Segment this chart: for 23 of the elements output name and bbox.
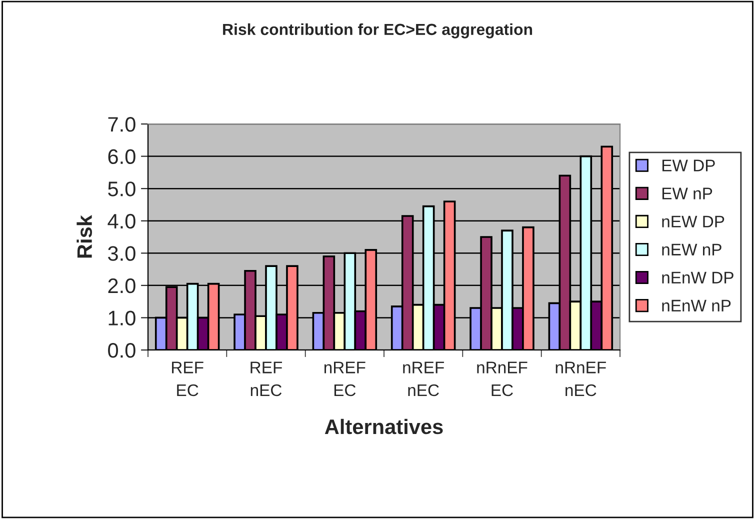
x-tick-label: nRnEF EC: [477, 362, 528, 396]
legend-label: nEnW nP: [662, 300, 731, 312]
legend-label: nEnW DP: [662, 272, 734, 284]
y-tick-label: 2.0: [108, 278, 136, 294]
y-tick-label: 5.0: [108, 182, 136, 196]
x-tick-label: REF nEC: [250, 362, 282, 396]
y-tick-label: 1.0: [108, 310, 136, 326]
x-axis-title: Alternatives: [324, 418, 443, 434]
y-tick-label: 0.0: [108, 343, 136, 358]
y-axis-title: Risk: [76, 214, 92, 258]
x-tick-label: nREF nEC: [403, 362, 444, 396]
legend-label: EW nP: [662, 188, 712, 200]
x-tick-label: REF EC: [172, 362, 204, 396]
y-tick-label: 3.0: [108, 246, 136, 261]
x-tick-label: nRnEF nEC: [556, 362, 606, 396]
y-tick-label: 7.0: [108, 117, 136, 132]
chart-title: Risk contribution for EC>EC aggregation: [223, 23, 532, 38]
legend-label: nEW nP: [662, 244, 722, 256]
x-tick-label: nREF EC: [324, 362, 366, 396]
y-tick-label: 4.0: [108, 214, 136, 229]
y-tick-label: 6.0: [108, 149, 136, 164]
legend-label: nEW DP: [662, 216, 724, 228]
legend-label: EW DP: [662, 160, 715, 172]
